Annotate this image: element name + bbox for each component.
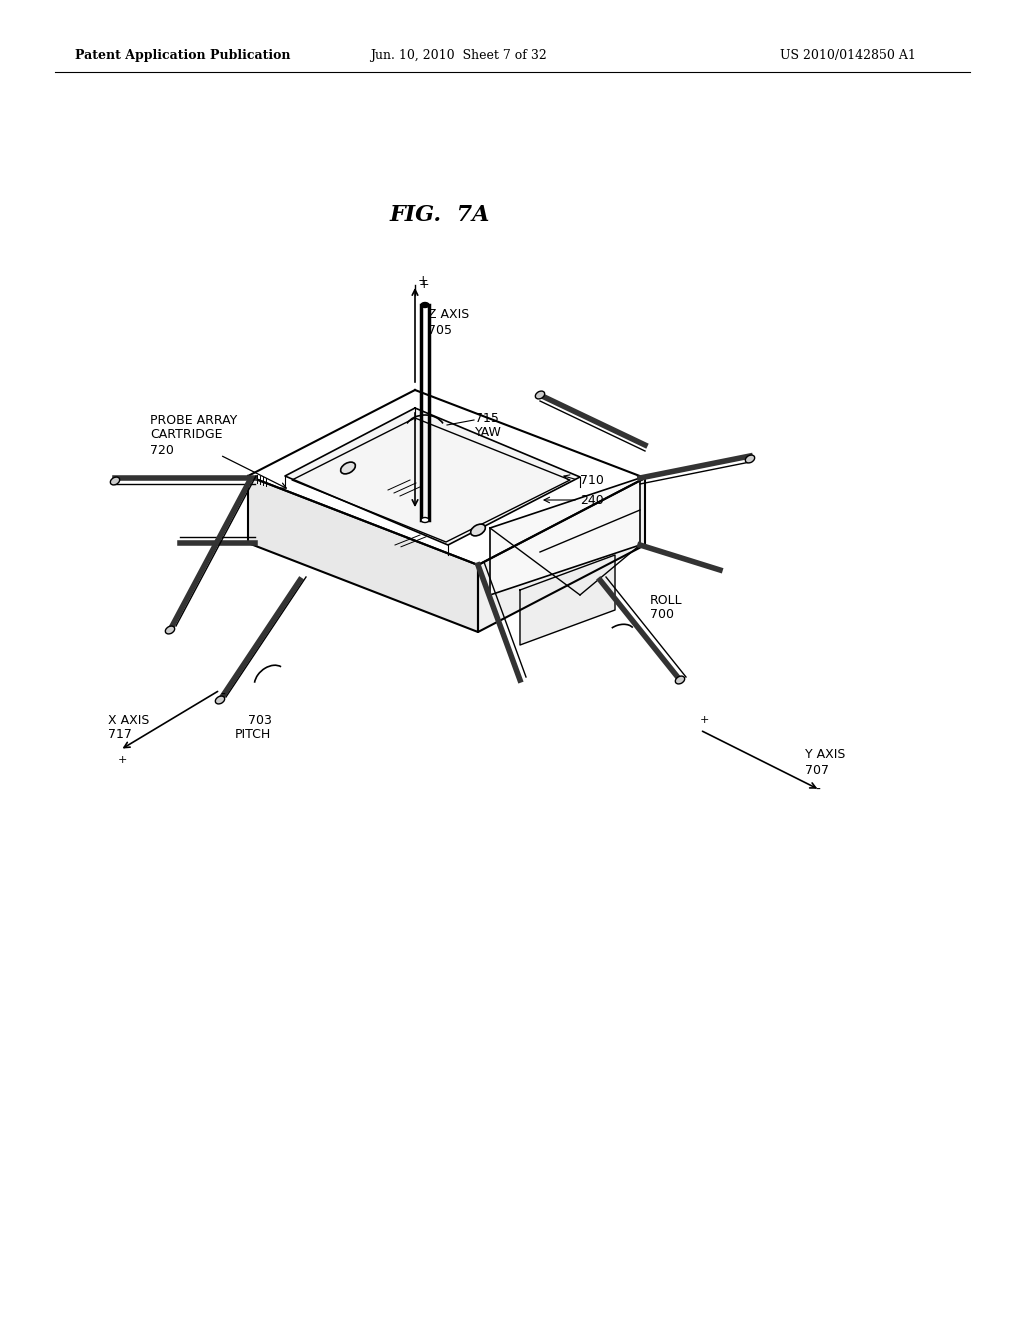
Text: 715: 715 [475, 412, 499, 425]
Ellipse shape [745, 455, 755, 463]
Text: -: - [220, 688, 225, 702]
Text: 705: 705 [428, 323, 452, 337]
Text: 700: 700 [650, 609, 674, 622]
Text: YAW: YAW [475, 425, 502, 438]
Ellipse shape [215, 696, 224, 704]
Text: 717: 717 [108, 729, 132, 742]
Text: 703: 703 [248, 714, 272, 726]
Ellipse shape [111, 477, 120, 484]
Ellipse shape [471, 524, 485, 536]
Text: Patent Application Publication: Patent Application Publication [75, 49, 291, 62]
Text: 240: 240 [580, 494, 604, 507]
Ellipse shape [165, 626, 175, 634]
Text: +: + [700, 715, 710, 725]
Polygon shape [248, 477, 478, 632]
Ellipse shape [421, 517, 429, 523]
Text: X AXIS: X AXIS [108, 714, 150, 726]
Text: +: + [419, 279, 429, 292]
Text: PITCH: PITCH [234, 727, 271, 741]
Polygon shape [285, 408, 580, 545]
Polygon shape [248, 389, 645, 565]
Ellipse shape [341, 462, 355, 474]
Polygon shape [490, 478, 640, 595]
Ellipse shape [676, 676, 685, 684]
Text: Y AXIS: Y AXIS [805, 748, 846, 762]
Text: CARTRIDGE: CARTRIDGE [150, 429, 222, 441]
Text: Jun. 10, 2010  Sheet 7 of 32: Jun. 10, 2010 Sheet 7 of 32 [370, 49, 547, 62]
Ellipse shape [421, 302, 429, 308]
Text: 707: 707 [805, 763, 829, 776]
Text: 720: 720 [150, 444, 174, 457]
Text: +: + [118, 755, 127, 766]
Ellipse shape [536, 391, 545, 399]
Polygon shape [520, 554, 615, 645]
Text: 710: 710 [580, 474, 604, 487]
Text: ROLL: ROLL [650, 594, 683, 606]
Text: PROBE ARRAY: PROBE ARRAY [150, 413, 238, 426]
Text: US 2010/0142850 A1: US 2010/0142850 A1 [780, 49, 915, 62]
Text: -: - [815, 783, 820, 797]
Text: FIG.  7A: FIG. 7A [390, 205, 490, 226]
Polygon shape [478, 478, 645, 632]
Text: +: + [418, 273, 429, 286]
Text: Z AXIS: Z AXIS [428, 309, 469, 322]
